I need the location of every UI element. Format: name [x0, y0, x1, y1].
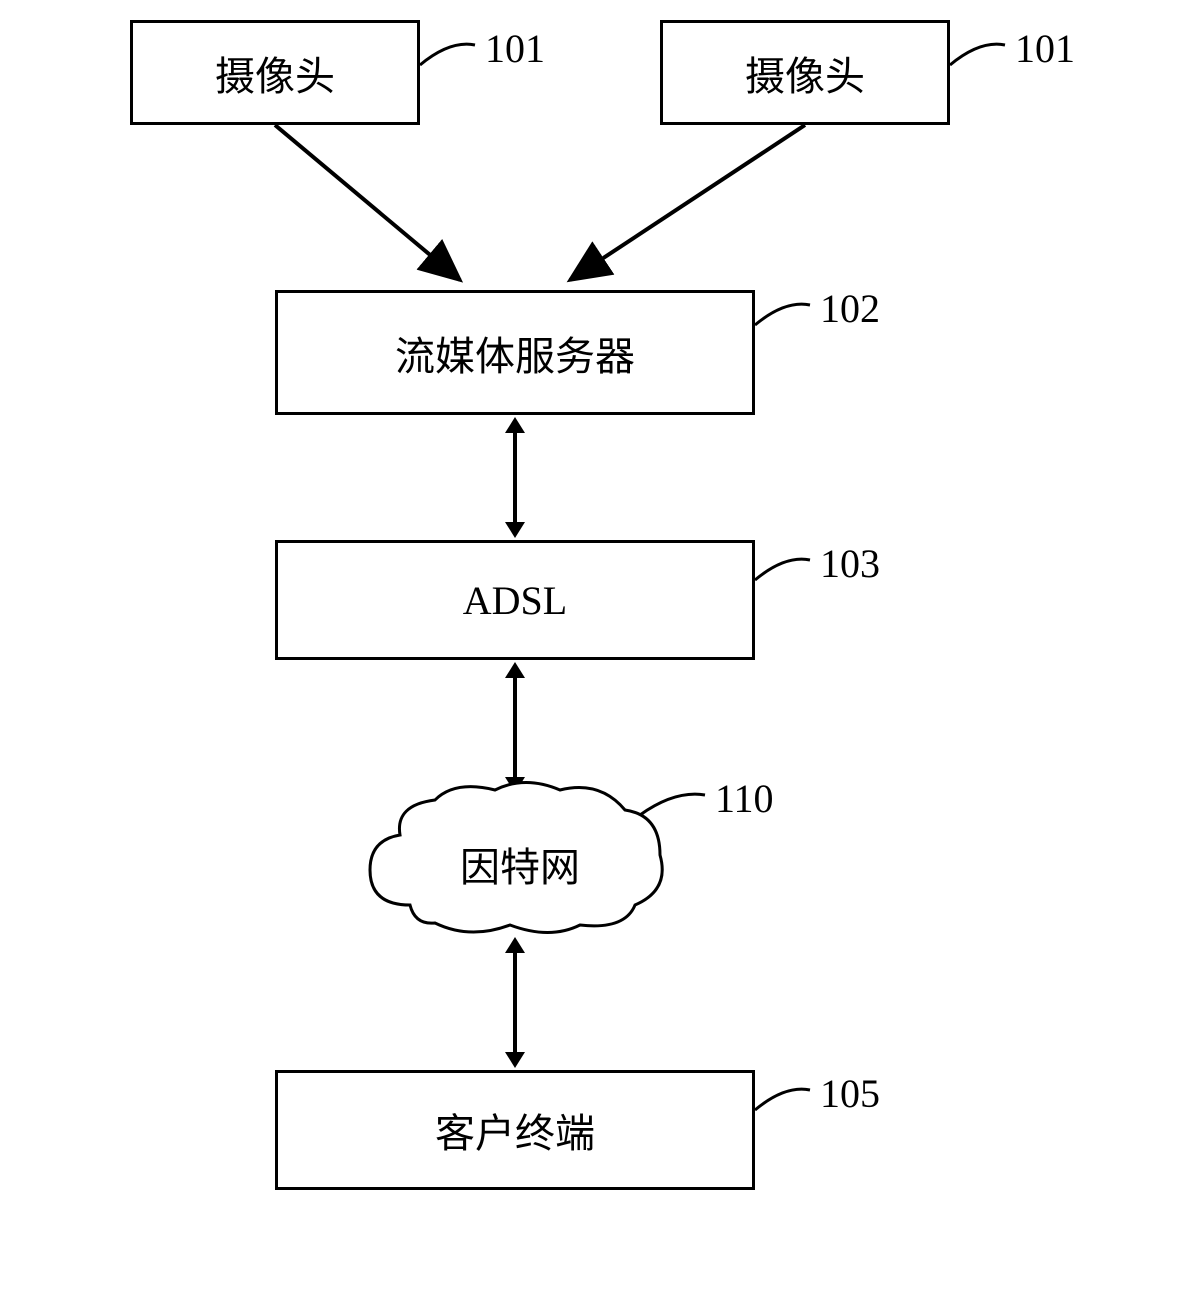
- client-label: 客户终端: [435, 1101, 595, 1159]
- camera-left-box: 摄像头: [130, 20, 420, 125]
- adsl-box: ADSL: [275, 540, 755, 660]
- camera-right-ref: 101: [1015, 25, 1075, 72]
- arrow-server-adsl: [495, 415, 535, 540]
- adsl-ref: 103: [820, 540, 880, 587]
- internet-lead: [640, 790, 710, 820]
- client-ref: 105: [820, 1070, 880, 1117]
- server-box: 流媒体服务器: [275, 290, 755, 415]
- camera-left-ref: 101: [485, 25, 545, 72]
- camera-left-lead: [420, 40, 480, 70]
- internet-label: 因特网: [450, 835, 590, 893]
- server-label: 流媒体服务器: [395, 324, 635, 382]
- client-lead: [755, 1085, 815, 1115]
- camera-left-label: 摄像头: [215, 44, 335, 102]
- arrow-cam-left-to-server: [275, 125, 475, 295]
- arrow-internet-client: [495, 935, 535, 1070]
- adsl-lead: [755, 555, 815, 585]
- arrow-cam-right-to-server: [555, 125, 815, 295]
- camera-right-label: 摄像头: [745, 44, 865, 102]
- camera-right-lead: [950, 40, 1010, 70]
- adsl-label: ADSL: [463, 577, 567, 624]
- server-ref: 102: [820, 285, 880, 332]
- server-lead: [755, 300, 815, 330]
- internet-ref: 110: [715, 775, 774, 822]
- client-box: 客户终端: [275, 1070, 755, 1190]
- camera-right-box: 摄像头: [660, 20, 950, 125]
